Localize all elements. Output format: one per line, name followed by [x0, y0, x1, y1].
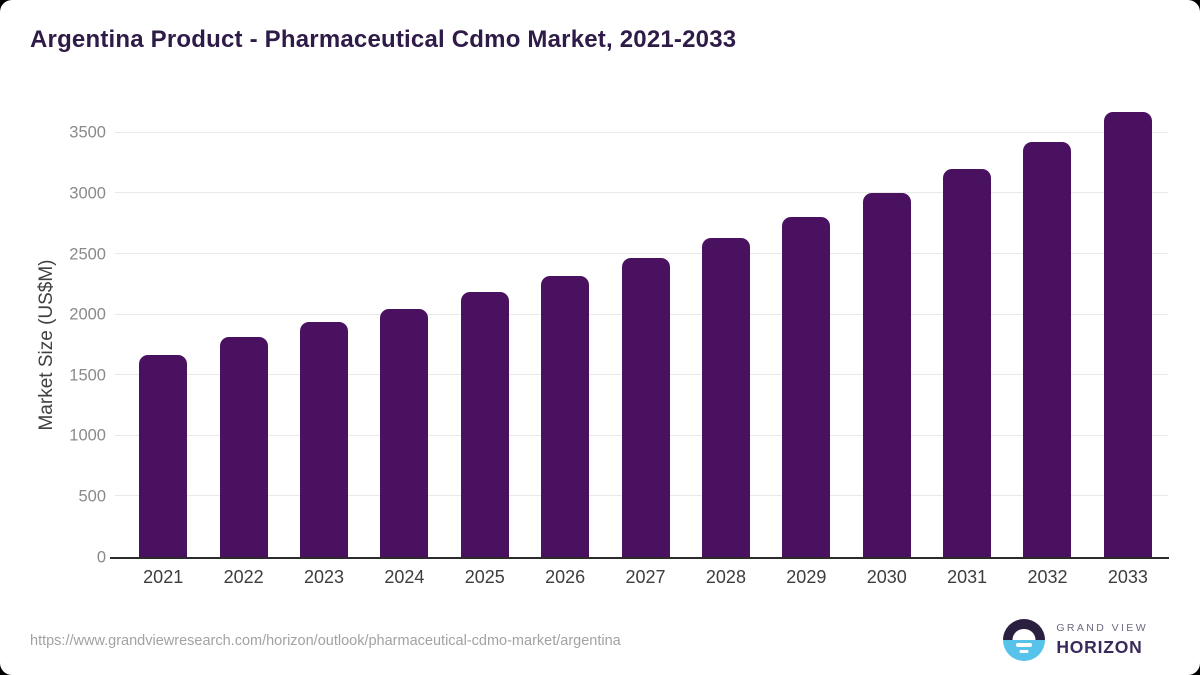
chart-bar-2033[interactable] [1103, 112, 1152, 557]
y-tick-label-3500: 3500 [69, 123, 106, 142]
plot-area [110, 105, 1169, 559]
y-tick-label-1000: 1000 [69, 426, 106, 445]
bar-cell-2024 [364, 105, 444, 557]
gridline-3500 [115, 131, 1168, 133]
bar-cell-2030 [847, 105, 927, 557]
x-tick-label-2024: 2024 [384, 567, 425, 587]
chart-bar-2023[interactable] [299, 321, 348, 557]
bar-series [123, 105, 1168, 557]
chart-bar-2026[interactable] [541, 276, 590, 557]
y-tick-label-2000: 2000 [69, 305, 106, 324]
bar-cell-2031 [927, 105, 1007, 557]
y-tick-label-2500: 2500 [69, 244, 106, 263]
bar-cell-2022 [203, 105, 283, 557]
chart-bar-2027[interactable] [621, 258, 670, 557]
y-axis-tick-labels: 0 500 1000 1500 2000 2500 3000 3500 [0, 105, 106, 565]
logo-water-line-icon [1019, 649, 1029, 653]
chart-bar-2030[interactable] [862, 193, 911, 557]
x-tick-label-2030: 2030 [866, 567, 907, 587]
chart-bar-2021[interactable] [139, 355, 188, 557]
bar-cell-2021 [123, 105, 203, 557]
x-tick-label-2032: 2032 [1027, 567, 1068, 587]
bar-cell-2025 [445, 105, 525, 557]
x-tick-label-2025: 2025 [464, 567, 505, 587]
x-tick-label-2023: 2023 [303, 567, 344, 587]
y-tick-label-0: 0 [96, 547, 106, 566]
bar-cell-2026 [525, 105, 605, 557]
x-tick-label-2028: 2028 [705, 567, 746, 587]
x-tick-label-2021: 2021 [143, 567, 184, 587]
source-url: https://www.grandviewresearch.com/horizo… [30, 633, 621, 649]
gridline-2500 [115, 253, 1168, 255]
gridline-3000 [115, 192, 1168, 194]
x-tick-label-2027: 2027 [625, 567, 666, 587]
chart-bar-2032[interactable] [1023, 142, 1072, 557]
chart-bar-2029[interactable] [782, 216, 831, 557]
logo-horizon-text: HORIZON [1056, 637, 1143, 657]
x-tick-label-2029: 2029 [786, 567, 827, 587]
bar-cell-2029 [766, 105, 846, 557]
x-tick-label-2022: 2022 [223, 567, 264, 587]
logo-water-line-icon [1016, 643, 1033, 647]
chart-bar-2028[interactable] [701, 238, 750, 557]
logo-sun-dome-icon [1012, 628, 1036, 640]
bar-cell-2027 [605, 105, 685, 557]
chart-bar-2024[interactable] [380, 308, 429, 557]
y-tick-label-1500: 1500 [69, 365, 106, 384]
x-axis-tick-labels: 2021 2022 2023 2024 2025 2026 2027 2028 2029 2030… [123, 567, 1168, 588]
logo-grand-view-text: GRAND VIEW [1056, 622, 1148, 634]
grand-view-horizon-logo: GRAND VIEW HORIZON [1003, 619, 1148, 661]
x-tick-label-2033: 2033 [1107, 567, 1148, 587]
x-tick-label-2026: 2026 [545, 567, 586, 587]
bar-cell-2033 [1088, 105, 1168, 557]
logo-text: GRAND VIEW HORIZON [1056, 622, 1148, 658]
x-tick-label-2031: 2031 [947, 567, 988, 587]
y-tick-label-500: 500 [78, 487, 106, 506]
y-tick-label-3000: 3000 [69, 184, 106, 203]
bar-cell-2023 [284, 105, 364, 557]
chart-bar-2022[interactable] [219, 337, 268, 557]
horizon-sunrise-icon [1003, 619, 1046, 661]
chart-bar-2025[interactable] [460, 292, 509, 557]
chart-title: Argentina Product - Pharmaceutical Cdmo … [30, 26, 737, 53]
chart-bar-2031[interactable] [943, 168, 992, 557]
bar-cell-2032 [1007, 105, 1087, 557]
x-axis-line [110, 557, 1169, 559]
bar-cell-2028 [686, 105, 766, 557]
